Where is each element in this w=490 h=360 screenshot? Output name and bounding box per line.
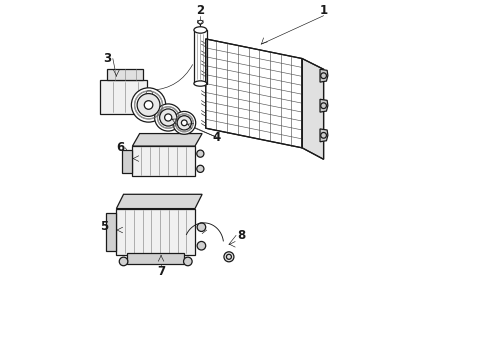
Circle shape — [181, 120, 187, 126]
Polygon shape — [117, 208, 195, 255]
Polygon shape — [127, 253, 184, 264]
Circle shape — [197, 223, 206, 231]
Circle shape — [184, 257, 192, 266]
Ellipse shape — [194, 81, 207, 86]
Circle shape — [197, 150, 204, 157]
Polygon shape — [132, 134, 202, 146]
Ellipse shape — [197, 20, 203, 24]
Circle shape — [155, 104, 182, 131]
Circle shape — [119, 257, 128, 266]
Text: 2: 2 — [196, 4, 204, 17]
Text: 1: 1 — [319, 4, 328, 17]
Polygon shape — [107, 69, 143, 80]
Text: 3: 3 — [103, 52, 112, 65]
Text: 6: 6 — [116, 141, 124, 154]
Polygon shape — [320, 99, 328, 112]
Text: 7: 7 — [157, 265, 165, 278]
Text: 8: 8 — [237, 229, 245, 242]
Circle shape — [224, 252, 234, 262]
Polygon shape — [320, 69, 328, 82]
Polygon shape — [122, 150, 132, 173]
Circle shape — [144, 101, 153, 109]
Polygon shape — [206, 39, 302, 148]
Polygon shape — [100, 80, 147, 114]
Polygon shape — [117, 194, 202, 208]
Circle shape — [137, 94, 160, 116]
Circle shape — [160, 109, 177, 126]
Circle shape — [173, 111, 196, 134]
Ellipse shape — [194, 27, 207, 33]
Polygon shape — [106, 213, 117, 251]
Text: 4: 4 — [212, 131, 220, 144]
Circle shape — [197, 165, 204, 172]
Circle shape — [177, 116, 192, 130]
Polygon shape — [302, 59, 323, 159]
Polygon shape — [320, 129, 328, 142]
Circle shape — [165, 114, 172, 121]
Text: 5: 5 — [100, 220, 108, 233]
Polygon shape — [132, 146, 195, 176]
Circle shape — [197, 242, 206, 250]
Circle shape — [131, 88, 166, 122]
